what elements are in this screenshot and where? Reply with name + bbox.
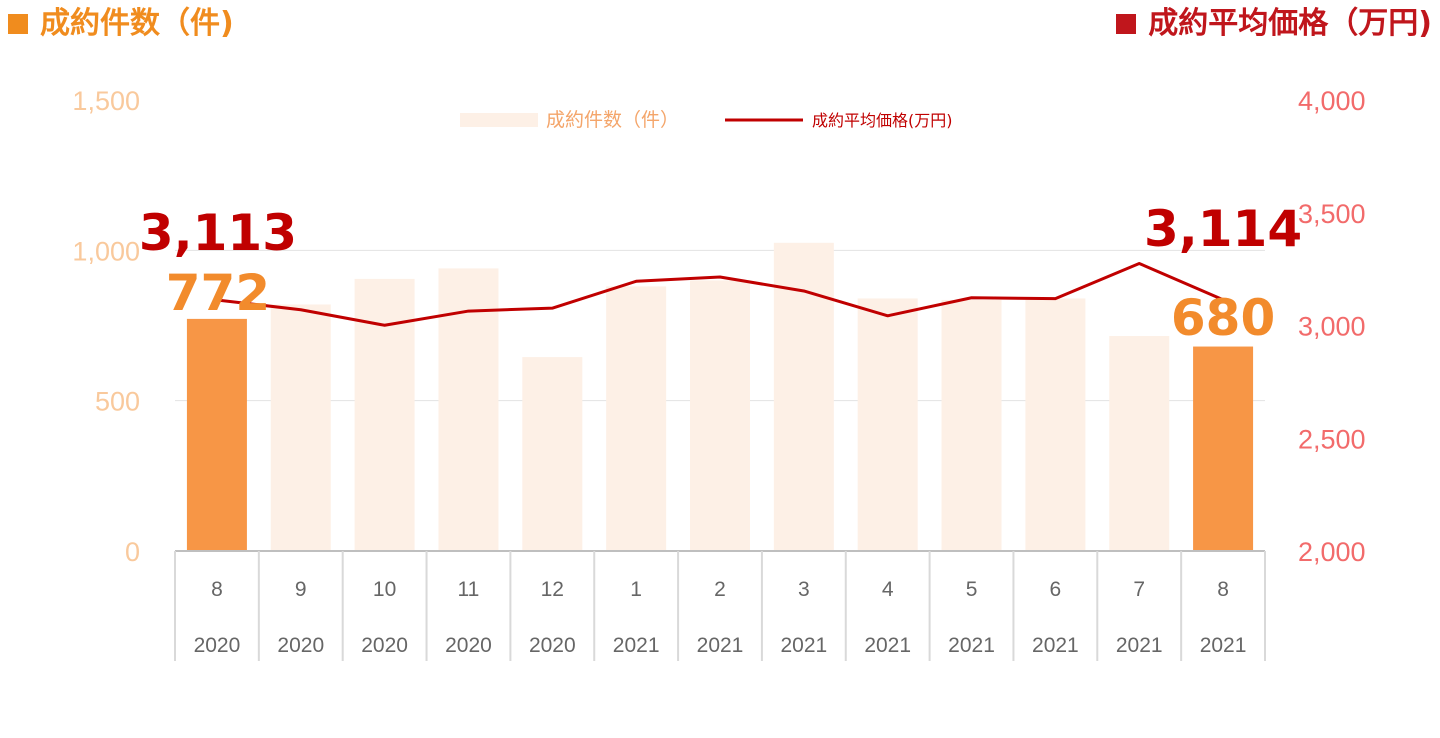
x-tick-label-month: 11 (458, 578, 480, 601)
x-tick-label-year: 2020 (361, 634, 408, 657)
y-right-tick-label: 4,000 (1298, 86, 1366, 116)
x-tick-label-year: 2021 (948, 634, 995, 657)
line-layer (216, 261, 1224, 327)
y-left-tick-label: 1,500 (72, 86, 140, 116)
bar (186, 318, 247, 551)
x-tick-label-month: 8 (1217, 578, 1229, 601)
price-point (551, 307, 553, 309)
y-right-tick-label: 3,000 (1298, 312, 1366, 342)
price-point (1138, 262, 1140, 264)
bar (857, 298, 918, 551)
price-point (719, 276, 721, 278)
y-left-tick-label: 0 (125, 537, 140, 567)
bar-layer (186, 242, 1254, 552)
price-point (384, 324, 386, 326)
legend-bar-swatch (460, 113, 538, 127)
bar (1109, 336, 1170, 551)
x-tick-label-month: 5 (966, 578, 978, 601)
x-tick-label-year: 2021 (864, 634, 911, 657)
x-tick-label-year: 2021 (780, 634, 827, 657)
x-tick-label-year: 2021 (1032, 634, 1079, 657)
callout-first-price: 3,113 (139, 204, 297, 262)
left-title-text: 成約件数（件) (40, 6, 234, 41)
price-point (1222, 299, 1224, 301)
x-tick-label-year: 2020 (194, 634, 241, 657)
x-tick-label-month: 8 (211, 578, 223, 601)
bar (354, 278, 415, 551)
orange-square-icon (8, 14, 28, 34)
bar (522, 357, 583, 551)
x-tick-label-year: 2021 (1200, 634, 1247, 657)
x-tick-label-month: 2 (714, 578, 726, 601)
red-square-icon (1116, 14, 1137, 34)
callout-last-count: 680 (1171, 289, 1275, 347)
bar (606, 286, 667, 551)
price-point (216, 299, 218, 301)
right-axis-title: 成約平均価格（万円) (1116, 4, 1432, 44)
price-point (1054, 298, 1056, 300)
legend-bar-label: 成約件数（件） (546, 109, 679, 131)
y-right-tick-label: 2,500 (1298, 424, 1366, 454)
price-point (467, 310, 469, 312)
x-tick-label-year: 2020 (445, 634, 492, 657)
x-tick-label-month: 7 (1133, 578, 1145, 601)
bar (941, 299, 1002, 551)
bar (1193, 346, 1254, 551)
x-tick-label-year: 2021 (613, 634, 660, 657)
callout-first-count: 772 (166, 264, 270, 322)
y-left-tick-label: 1,000 (72, 236, 140, 266)
legend-line-label: 成約平均価格(万円) (812, 111, 953, 130)
left-axis-title: 成約件数（件) (8, 4, 234, 44)
legend: 成約件数（件） 成約平均価格(万円) (460, 109, 953, 131)
x-tick-label-year: 2020 (277, 634, 324, 657)
price-point (971, 297, 973, 299)
x-tick-label-month: 9 (295, 578, 307, 601)
x-tick-label-month: 6 (1050, 578, 1062, 601)
y-right-tick-label: 2,000 (1298, 537, 1366, 567)
y-right-tick-label: 3,500 (1298, 199, 1366, 229)
right-title-text: 成約平均価格（万円) (1148, 6, 1432, 41)
axis-layer: 0 500 1,000 1,500 2,000 2,500 3,000 3,500 4,000 8… (72, 86, 1366, 661)
price-point (887, 315, 889, 317)
x-tick-label-year: 2020 (529, 634, 576, 657)
price-point (803, 290, 805, 292)
bar (270, 304, 331, 551)
price-point (300, 309, 302, 311)
x-tick-label-month: 1 (630, 578, 642, 601)
price-point (635, 280, 637, 282)
x-tick-label-year: 2021 (697, 634, 744, 657)
bar (773, 242, 834, 552)
x-tick-label-month: 10 (373, 578, 396, 601)
bar (1025, 298, 1086, 551)
x-tick-label-year: 2021 (1116, 634, 1163, 657)
x-tick-label-month: 4 (882, 578, 894, 601)
x-tick-label-month: 3 (798, 578, 810, 601)
y-left-tick-label: 500 (95, 387, 140, 417)
bar (690, 280, 750, 551)
callout-last-price: 3,114 (1144, 200, 1302, 258)
x-tick-label-month: 12 (541, 578, 564, 601)
